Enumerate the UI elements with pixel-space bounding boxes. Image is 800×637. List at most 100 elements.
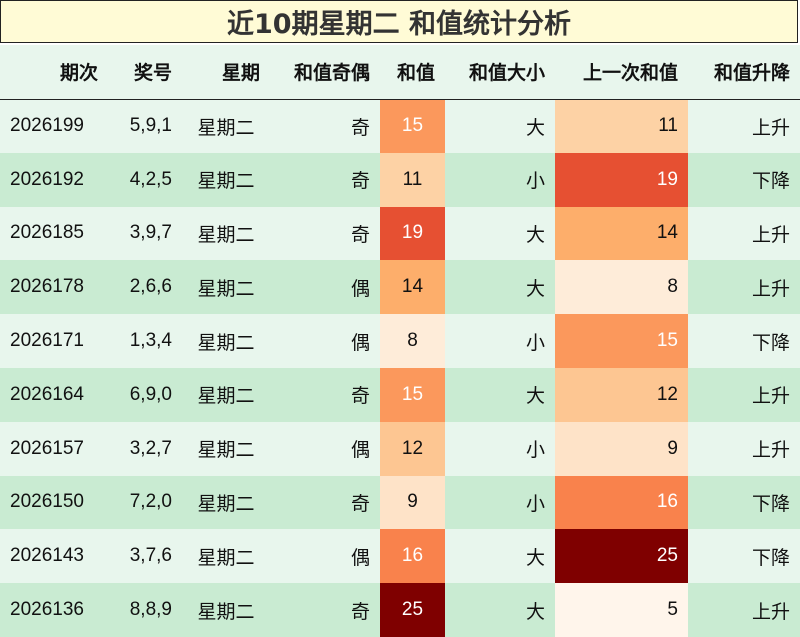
award-cell: 1,3,4 xyxy=(129,330,172,352)
award-cell: 3,7,6 xyxy=(129,545,172,567)
header-trend: 和值升降 xyxy=(688,45,800,100)
issue-cell: 2026143 xyxy=(10,545,84,567)
issue-cell: 2026136 xyxy=(10,599,84,621)
parity-cell: 奇 xyxy=(350,600,370,623)
size-cell: 小 xyxy=(525,439,545,462)
award-cell: 5,9,1 xyxy=(129,115,172,137)
issue-cell: 2026178 xyxy=(10,276,84,298)
sum-cell: 16 xyxy=(380,529,445,584)
size-cell: 大 xyxy=(525,600,545,623)
size-cell: 大 xyxy=(525,116,545,139)
header-parity: 和值奇偶 xyxy=(270,45,380,100)
prev-sum-cell: 5 xyxy=(555,583,688,637)
trend-cell: 下降 xyxy=(751,546,790,569)
trend-cell: 上升 xyxy=(751,600,790,623)
trend-cell: 上升 xyxy=(751,439,790,462)
table-row: 2026164 6,9,0 星期二 奇 15 大 12 上升 xyxy=(0,367,800,422)
issue-cell: 2026199 xyxy=(10,115,84,137)
parity-cell: 偶 xyxy=(350,277,370,300)
table-row: 2026136 8,8,9 星期二 奇 25 大 5 上升 xyxy=(0,583,800,637)
trend-cell: 上升 xyxy=(751,277,790,300)
table-row: 2026178 2,6,6 星期二 偶 14 大 8 上升 xyxy=(0,260,800,315)
issue-cell: 2026164 xyxy=(10,383,84,405)
table-row: 2026150 7,2,0 星期二 奇 9 小 16 下降 xyxy=(0,475,800,530)
issue-cell: 2026157 xyxy=(10,437,84,459)
week-cell: 星期二 xyxy=(197,385,255,408)
week-cell: 星期二 xyxy=(197,600,255,623)
trend-cell: 下降 xyxy=(751,492,790,515)
sum-cell: 12 xyxy=(380,421,445,476)
prev-sum-cell: 15 xyxy=(555,314,688,368)
trend-cell: 上升 xyxy=(751,116,790,139)
trend-cell: 下降 xyxy=(751,331,790,354)
sum-cell: 15 xyxy=(380,99,445,153)
week-cell: 星期二 xyxy=(197,546,255,569)
week-cell: 星期二 xyxy=(197,116,255,139)
sum-cell: 8 xyxy=(380,314,445,368)
header-row: 期次 奖号 星期 和值奇偶 和值 和值大小 上一次和值 和值升降 xyxy=(0,45,800,100)
week-cell: 星期二 xyxy=(197,223,255,246)
table-row: 2026192 4,2,5 星期二 奇 11 小 19 下降 xyxy=(0,152,800,207)
size-cell: 小 xyxy=(525,331,545,354)
header-week: 星期 xyxy=(182,45,270,100)
sum-cell: 14 xyxy=(380,260,445,315)
size-cell: 大 xyxy=(525,546,545,569)
prev-sum-cell: 12 xyxy=(555,367,688,422)
sum-cell: 25 xyxy=(380,583,445,637)
sum-cell: 9 xyxy=(380,475,445,530)
sum-cell: 15 xyxy=(380,367,445,422)
prev-sum-cell: 16 xyxy=(555,475,688,530)
prev-sum-cell: 8 xyxy=(555,260,688,315)
week-cell: 星期二 xyxy=(197,439,255,462)
sum-cell: 19 xyxy=(380,206,445,261)
sheet-title: 近10期星期二 和值统计分析 xyxy=(0,0,798,43)
award-cell: 8,8,9 xyxy=(129,599,172,621)
table-row: 2026143 3,7,6 星期二 偶 16 大 25 下降 xyxy=(0,529,800,584)
header-size: 和值大小 xyxy=(445,45,555,100)
header-issue: 期次 xyxy=(0,45,108,100)
size-cell: 大 xyxy=(525,277,545,300)
size-cell: 小 xyxy=(525,492,545,515)
week-cell: 星期二 xyxy=(197,331,255,354)
issue-cell: 2026150 xyxy=(10,491,84,513)
parity-cell: 奇 xyxy=(350,223,370,246)
issue-cell: 2026185 xyxy=(10,222,84,244)
parity-cell: 偶 xyxy=(350,331,370,354)
prev-sum-cell: 11 xyxy=(555,99,688,153)
header-sum: 和值 xyxy=(380,45,445,100)
award-cell: 3,9,7 xyxy=(129,222,172,244)
sum-stats-table: 期次 奖号 星期 和值奇偶 和值 和值大小 上一次和值 和值升降 2026199… xyxy=(0,45,800,637)
parity-cell: 奇 xyxy=(350,170,370,193)
award-cell: 7,2,0 xyxy=(129,491,172,513)
award-cell: 2,6,6 xyxy=(129,276,172,298)
header-award: 奖号 xyxy=(108,45,182,100)
award-cell: 4,2,5 xyxy=(129,168,172,190)
size-cell: 大 xyxy=(525,385,545,408)
parity-cell: 奇 xyxy=(350,385,370,408)
size-cell: 大 xyxy=(525,223,545,246)
prev-sum-cell: 19 xyxy=(555,152,688,207)
sum-cell: 11 xyxy=(380,152,445,207)
trend-cell: 上升 xyxy=(751,385,790,408)
parity-cell: 奇 xyxy=(350,116,370,139)
table-row: 2026157 3,2,7 星期二 偶 12 小 9 上升 xyxy=(0,421,800,476)
prev-sum-cell: 9 xyxy=(555,421,688,476)
table-row: 2026199 5,9,1 星期二 奇 15 大 11 上升 xyxy=(0,99,800,153)
week-cell: 星期二 xyxy=(197,492,255,515)
issue-cell: 2026192 xyxy=(10,168,84,190)
award-cell: 6,9,0 xyxy=(129,383,172,405)
issue-cell: 2026171 xyxy=(10,330,84,352)
table-row: 2026171 1,3,4 星期二 偶 8 小 15 下降 xyxy=(0,314,800,368)
header-prev-sum: 上一次和值 xyxy=(555,45,688,100)
trend-cell: 上升 xyxy=(751,223,790,246)
parity-cell: 偶 xyxy=(350,439,370,462)
award-cell: 3,2,7 xyxy=(129,437,172,459)
prev-sum-cell: 14 xyxy=(555,206,688,261)
size-cell: 小 xyxy=(525,170,545,193)
trend-cell: 下降 xyxy=(751,170,790,193)
parity-cell: 奇 xyxy=(350,492,370,515)
table-row: 2026185 3,9,7 星期二 奇 19 大 14 上升 xyxy=(0,206,800,261)
prev-sum-cell: 25 xyxy=(555,529,688,584)
parity-cell: 偶 xyxy=(350,546,370,569)
